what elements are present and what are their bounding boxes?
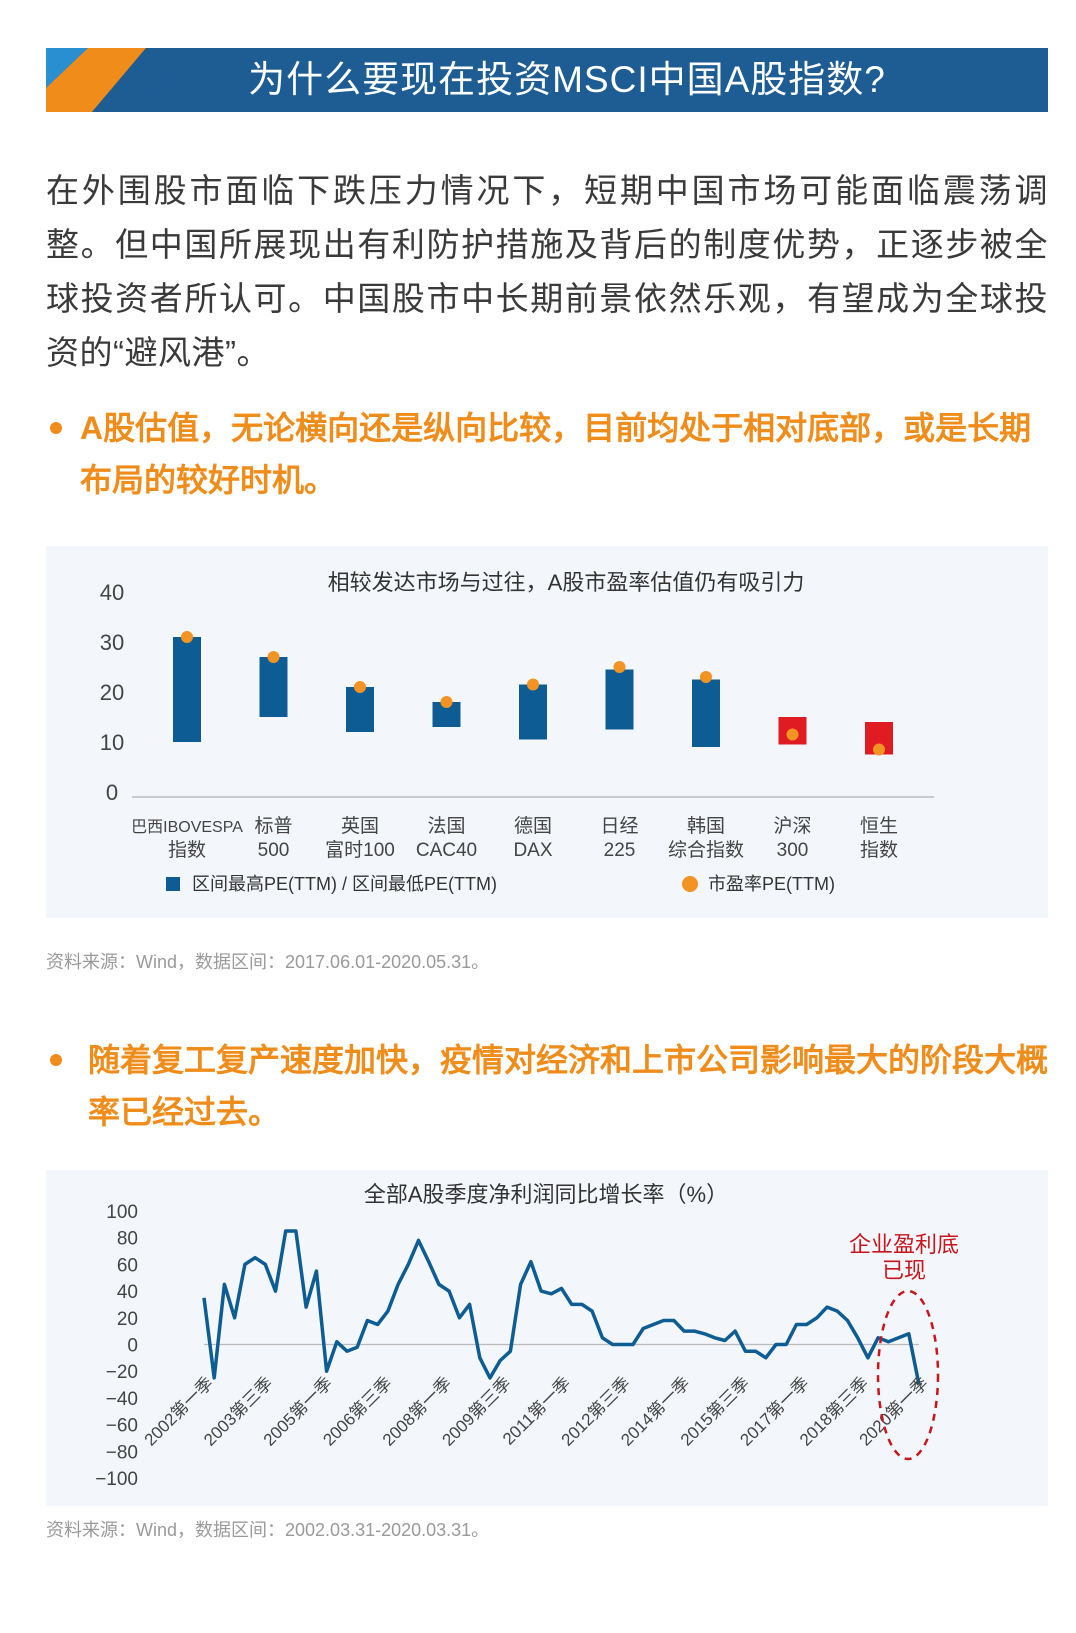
y-tick-label: 0 bbox=[106, 780, 118, 805]
legend-dot-label: 市盈率PE(TTM) bbox=[708, 874, 835, 894]
y-tick-label: 40 bbox=[100, 580, 124, 605]
pe-range-bar bbox=[605, 669, 634, 730]
pe-range-bar bbox=[692, 679, 720, 747]
title-banner: 为什么要现在投资MSCI中国A股指数? bbox=[46, 48, 1048, 112]
bullet-dot-icon bbox=[50, 422, 62, 434]
x-category-label: 法国 bbox=[427, 815, 465, 837]
x-category-label: 500 bbox=[258, 840, 290, 861]
y-tick-label: −100 bbox=[95, 1469, 138, 1490]
y-tick-label: 80 bbox=[117, 1229, 138, 1250]
pe-range-bar bbox=[346, 687, 374, 732]
banner-stripes bbox=[46, 48, 194, 112]
pe-range-bar bbox=[173, 637, 201, 742]
annotation-line-2: 已现 bbox=[882, 1258, 926, 1283]
bullet-2-text: 随着复工复产速度加快，疫情对经济和上市公司影响最大的阶段大概率已经过去。 bbox=[88, 1042, 1049, 1130]
y-tick-label: 20 bbox=[117, 1309, 138, 1330]
page-title: 为什么要现在投资MSCI中国A股指数? bbox=[248, 59, 886, 100]
intro-paragraph: 在外围股市面临下跌压力情况下，短期中国市场可能面临震荡调整。但中国所展现出有利防… bbox=[46, 172, 1048, 371]
x-category-label: 韩国 bbox=[687, 815, 725, 837]
x-category-label: 恒生 bbox=[860, 815, 898, 837]
x-category-label: 标普 bbox=[254, 815, 292, 837]
y-tick-label: 0 bbox=[127, 1336, 138, 1357]
y-tick-label: 30 bbox=[100, 630, 124, 655]
current-pe-dot bbox=[873, 743, 885, 756]
x-category-label: 日经 bbox=[600, 815, 638, 837]
y-tick-label: −20 bbox=[106, 1362, 138, 1383]
x-category-label: 巴西IBOVESPA bbox=[131, 819, 243, 836]
current-pe-dot bbox=[527, 678, 539, 691]
y-tick-label: 10 bbox=[100, 730, 124, 755]
x-category-label: 富时100 bbox=[325, 839, 395, 861]
x-category-label: 225 bbox=[604, 840, 636, 861]
x-category-label: 指数 bbox=[168, 839, 206, 861]
x-category-label: 综合指数 bbox=[668, 839, 744, 861]
x-category-label: DAX bbox=[513, 840, 552, 861]
bullet-dot-icon bbox=[50, 1054, 62, 1066]
profit-growth-chart-panel: 全部A股季度净利润同比增长率（%） 100 80 60 40 20 0 −20 −40 −60 −… bbox=[46, 1170, 1048, 1506]
pe-range-bar bbox=[519, 684, 547, 740]
pe-chart-title: 相较发达市场与过往，A股市盈率估值仍有吸引力 bbox=[328, 570, 805, 595]
y-tick-label: −60 bbox=[106, 1416, 138, 1437]
y-tick-label: −40 bbox=[106, 1389, 138, 1410]
y-tick-label: 60 bbox=[117, 1255, 138, 1276]
current-pe-dot bbox=[267, 651, 280, 663]
y-tick-label: 40 bbox=[117, 1282, 138, 1303]
x-category-label: CAC40 bbox=[416, 840, 477, 861]
x-category-label: 德国 bbox=[514, 815, 552, 837]
x-category-label: 指数 bbox=[860, 839, 898, 861]
current-pe-dot bbox=[440, 696, 453, 708]
legend-bar-swatch bbox=[166, 877, 180, 891]
legend-bar-label: 区间最高PE(TTM) / 区间最低PE(TTM) bbox=[192, 874, 497, 894]
legend-dot-swatch bbox=[682, 876, 698, 892]
y-tick-label: 20 bbox=[100, 680, 124, 705]
current-pe-dot bbox=[786, 728, 799, 741]
pe-range-bar bbox=[259, 657, 288, 717]
bullet-1: A股估值，无论横向还是纵向比较，目前均处于相对底部，或是长期布局的较好时机。 bbox=[50, 402, 1050, 506]
bullet-1-text: A股估值，无论横向还是纵向比较，目前均处于相对底部，或是长期布局的较好时机。 bbox=[80, 410, 1032, 498]
y-tick-label: −80 bbox=[106, 1442, 138, 1463]
annotation-line-1: 企业盈利底 bbox=[849, 1232, 959, 1257]
source-note-2: 资料来源：Wind，数据区间：2002.03.31-2020.03.31。 bbox=[46, 1520, 490, 1540]
source-note-1: 资料来源：Wind，数据区间：2017.06.01-2020.05.31。 bbox=[46, 952, 490, 972]
current-pe-dot bbox=[181, 631, 193, 643]
profit-chart-title: 全部A股季度净利润同比增长率（%） bbox=[364, 1182, 728, 1207]
pe-chart-panel: 相较发达市场与过往，A股市盈率估值仍有吸引力 0 10 20 30 40 巴西IBOVE… bbox=[46, 546, 1048, 918]
profit-growth-line bbox=[202, 1229, 921, 1385]
pe-chart: 相较发达市场与过往，A股市盈率估值仍有吸引力 0 10 20 30 40 巴西IBOVE… bbox=[100, 570, 934, 894]
bullet-2: 随着复工复产速度加快，疫情对经济和上市公司影响最大的阶段大概率已经过去。 bbox=[50, 1034, 1050, 1138]
x-category-label: 沪深 bbox=[773, 815, 811, 837]
current-pe-dot bbox=[700, 671, 712, 683]
y-tick-label: 100 bbox=[106, 1202, 138, 1223]
x-category-label: 300 bbox=[777, 840, 809, 861]
profit-growth-chart: 全部A股季度净利润同比增长率（%） 100 80 60 40 20 0 −20 −40 −60 −… bbox=[95, 1182, 959, 1490]
x-category-label: 英国 bbox=[341, 815, 379, 837]
current-pe-dot bbox=[354, 681, 366, 693]
current-pe-dot bbox=[613, 661, 626, 673]
annotation-ellipse bbox=[876, 1289, 940, 1461]
